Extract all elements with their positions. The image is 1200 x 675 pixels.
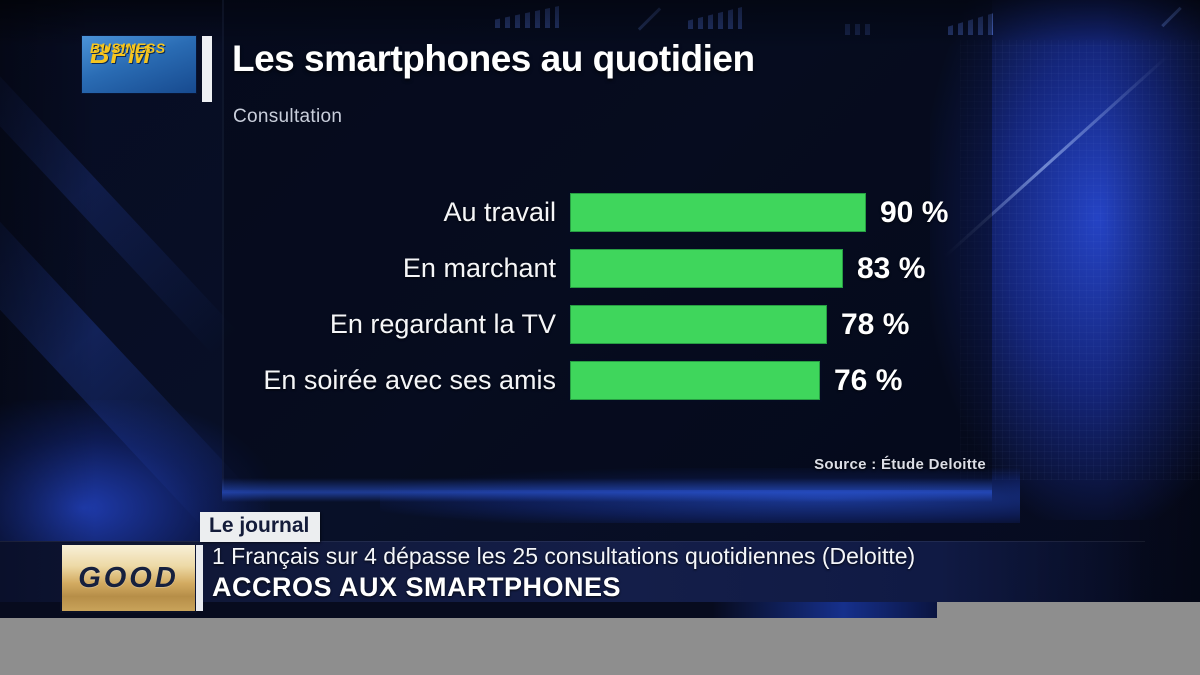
- chart-value-label: 83 %: [857, 252, 926, 285]
- bar-chart: Au travail 90 % En marchant 83 % En regardan…: [216, 193, 996, 433]
- chart-row: En regardant la TV 78 %: [216, 305, 996, 344]
- chart-bar: [570, 361, 820, 400]
- chart-value-label: 90 %: [880, 196, 949, 229]
- chart-row: En marchant 83 %: [216, 249, 996, 288]
- chart-category-label: En marchant: [402, 253, 556, 283]
- chart-panel: [222, 0, 992, 490]
- channel-logo-text: BFM: [90, 39, 152, 69]
- channel-logo-subtext: BUSINESS: [90, 40, 166, 56]
- chart-subtitle: Consultation: [233, 106, 343, 127]
- chart-value-label: 76 %: [834, 364, 903, 397]
- background-grid-pattern: [960, 40, 1200, 480]
- chart-category-label: Au travail: [443, 197, 556, 227]
- lower-third-band-bottom: [0, 602, 937, 618]
- channel-logo: BFM BUSINESS: [82, 36, 196, 93]
- chart-bar: [570, 305, 827, 344]
- chart-value-label: 78 %: [841, 308, 910, 341]
- chart-row: En soirée avec ses amis 76 %: [216, 361, 996, 400]
- chart-panel-glow: [222, 478, 992, 502]
- headline-text: 1 Français sur 4 dépasse les 25 consulta…: [212, 543, 916, 569]
- lower-third-divider-bar: [196, 545, 203, 611]
- chart-category-label: En soirée avec ses amis: [263, 365, 556, 395]
- chart-bar: [570, 249, 843, 288]
- program-badge: Le journal: [200, 512, 321, 542]
- footer-bar-corner: [937, 602, 1200, 618]
- source-label: Source : Étude Deloitte: [814, 456, 986, 473]
- footer-bar: [0, 618, 1200, 675]
- show-logo-text: GOOD: [78, 561, 179, 594]
- chart-category-label: En regardant la TV: [329, 309, 556, 339]
- chart-row: Au travail 90 %: [216, 193, 996, 232]
- title-divider-bar: [202, 36, 212, 102]
- show-logo: GOOD: [62, 545, 195, 611]
- chart-title: Les smartphones au quotidien: [232, 38, 755, 79]
- chart-bar: [570, 193, 866, 232]
- topic-text: ACCROS AUX SMARTPHONES: [212, 572, 622, 602]
